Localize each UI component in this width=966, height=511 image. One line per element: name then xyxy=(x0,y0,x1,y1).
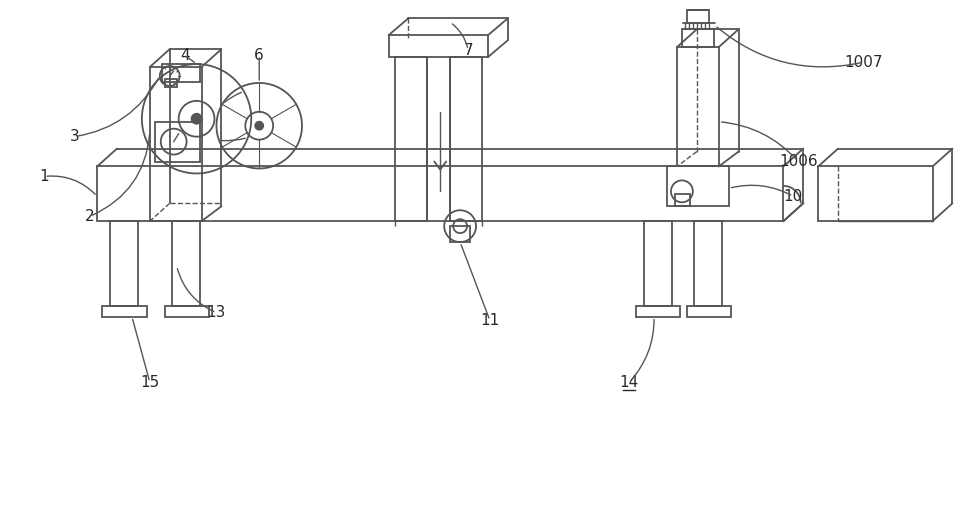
Text: 4: 4 xyxy=(180,48,189,62)
Text: 3: 3 xyxy=(70,129,79,144)
Bar xyxy=(395,57,427,221)
Text: 7: 7 xyxy=(464,42,473,58)
Bar xyxy=(172,221,200,306)
Bar xyxy=(388,35,488,57)
Text: 13: 13 xyxy=(207,305,226,320)
Circle shape xyxy=(191,114,202,124)
Text: 14: 14 xyxy=(619,375,639,390)
Bar xyxy=(98,167,783,221)
Bar xyxy=(687,10,709,24)
Bar xyxy=(165,306,210,317)
Bar xyxy=(682,29,714,47)
Bar xyxy=(450,57,482,221)
Bar xyxy=(150,67,202,221)
Text: 1: 1 xyxy=(40,169,49,184)
Bar xyxy=(165,79,177,87)
Circle shape xyxy=(255,122,263,130)
Bar xyxy=(667,167,728,206)
Text: 1006: 1006 xyxy=(779,154,817,169)
Bar xyxy=(102,306,147,317)
Text: 1007: 1007 xyxy=(844,55,883,69)
Bar xyxy=(818,167,932,221)
Text: 10: 10 xyxy=(783,189,803,204)
Bar xyxy=(637,306,680,317)
Bar xyxy=(694,221,722,306)
Text: 2: 2 xyxy=(85,208,95,224)
Bar xyxy=(110,221,138,306)
Bar xyxy=(644,221,672,306)
Bar xyxy=(677,47,719,167)
Bar xyxy=(675,194,690,206)
Bar xyxy=(450,226,470,242)
Bar xyxy=(687,306,730,317)
Bar xyxy=(155,122,200,161)
Text: 15: 15 xyxy=(140,375,159,390)
Text: 11: 11 xyxy=(480,313,499,328)
Text: 6: 6 xyxy=(254,48,264,62)
Bar xyxy=(161,64,200,82)
